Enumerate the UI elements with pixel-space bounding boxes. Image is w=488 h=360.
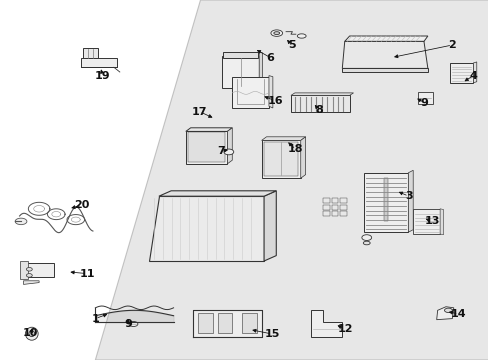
Text: 6: 6 [266,53,274,63]
Text: 13: 13 [424,216,439,226]
Bar [322,198,329,203]
Ellipse shape [129,321,138,327]
Text: 12: 12 [337,324,352,334]
Text: 10: 10 [22,328,38,338]
Bar [364,173,407,232]
Bar [81,58,117,67]
Text: 11: 11 [79,269,95,279]
Bar [290,95,349,112]
Bar [322,211,329,216]
Text: 1: 1 [91,314,99,324]
Bar [222,56,259,88]
Bar [383,178,387,221]
Text: 14: 14 [450,309,466,319]
Ellipse shape [29,331,35,337]
Ellipse shape [224,149,233,155]
Polygon shape [259,52,262,85]
Bar [322,205,329,210]
Polygon shape [472,62,476,83]
Bar [223,52,258,58]
Text: 17: 17 [191,107,207,117]
Ellipse shape [15,218,27,225]
Ellipse shape [361,235,371,240]
Bar [27,263,54,277]
Ellipse shape [444,308,451,312]
Text: 4: 4 [468,71,476,81]
Text: 15: 15 [264,329,280,339]
Polygon shape [310,310,342,337]
Ellipse shape [26,267,32,271]
Ellipse shape [297,34,305,38]
Polygon shape [227,128,232,164]
Bar [198,313,212,333]
Bar [331,211,338,216]
Polygon shape [264,191,276,261]
Ellipse shape [25,327,38,340]
Text: 18: 18 [287,144,303,154]
Text: 7: 7 [217,146,224,156]
Bar [412,209,439,234]
Bar [193,310,261,337]
Polygon shape [95,0,488,360]
Polygon shape [185,128,232,131]
Polygon shape [290,93,353,95]
Bar [340,198,346,203]
Text: 20: 20 [74,200,90,210]
Polygon shape [159,191,276,196]
Polygon shape [439,209,443,235]
Bar [261,140,300,178]
Bar [331,198,338,203]
Bar [264,142,298,176]
Text: 19: 19 [95,71,110,81]
Text: 2: 2 [447,40,455,50]
Bar [417,92,432,104]
Ellipse shape [26,274,32,277]
Bar [242,313,256,333]
Polygon shape [344,36,427,41]
Polygon shape [149,196,264,261]
Bar [20,261,28,279]
Bar [188,132,224,162]
Polygon shape [300,137,305,178]
Polygon shape [436,307,453,320]
Bar [331,205,338,210]
Bar [185,131,227,164]
Polygon shape [261,137,305,140]
Polygon shape [23,281,39,284]
Text: 9: 9 [420,98,427,108]
Bar [342,68,427,72]
Ellipse shape [363,241,369,245]
Text: 5: 5 [287,40,295,50]
Ellipse shape [273,32,279,35]
Text: 8: 8 [314,105,322,115]
Bar [449,63,472,83]
Bar [232,77,268,108]
Polygon shape [407,170,412,232]
Bar [340,205,346,210]
Polygon shape [268,76,272,108]
Polygon shape [342,41,427,68]
Bar [83,48,98,58]
Ellipse shape [270,30,282,36]
Bar [340,211,346,216]
Text: 16: 16 [267,96,283,106]
Text: 9: 9 [124,319,132,329]
Text: 3: 3 [404,191,412,201]
Bar [217,313,232,333]
